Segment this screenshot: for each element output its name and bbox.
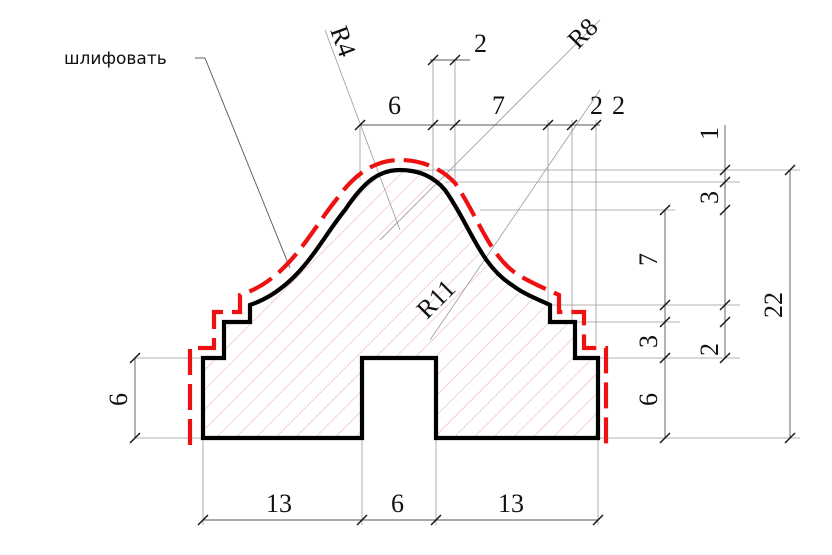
dim-bottom-6: 6 xyxy=(391,489,404,518)
construction-lines xyxy=(135,19,800,525)
profile-section xyxy=(200,167,601,441)
dim-right-6: 6 xyxy=(634,393,663,406)
dim-top-2a: 2 xyxy=(590,91,603,120)
dim-top-6: 6 xyxy=(388,91,401,120)
dim-radius-side: R8 xyxy=(562,12,604,54)
grind-label: шлифовать xyxy=(64,49,167,69)
dim-left-6: 6 xyxy=(104,393,133,406)
dim-bottom-13-left: 13 xyxy=(266,489,292,518)
dim-right-2: 2 xyxy=(695,343,724,356)
grind-line xyxy=(187,157,609,448)
dim-top-2b: 2 xyxy=(612,91,625,120)
dim-radius-top: R4 xyxy=(324,22,362,60)
dim-top-2: 2 xyxy=(474,29,487,58)
dim-top-7: 7 xyxy=(492,91,505,120)
dim-right-3b: 3 xyxy=(634,335,663,348)
dim-right-3: 3 xyxy=(695,191,724,204)
dimension-lines xyxy=(134,57,791,521)
dim-right-22: 22 xyxy=(759,292,788,318)
dim-right-1: 1 xyxy=(695,127,724,140)
dim-right-7: 7 xyxy=(634,253,663,266)
dim-bottom-13-right: 13 xyxy=(498,489,524,518)
dimension-ticks xyxy=(129,54,796,526)
